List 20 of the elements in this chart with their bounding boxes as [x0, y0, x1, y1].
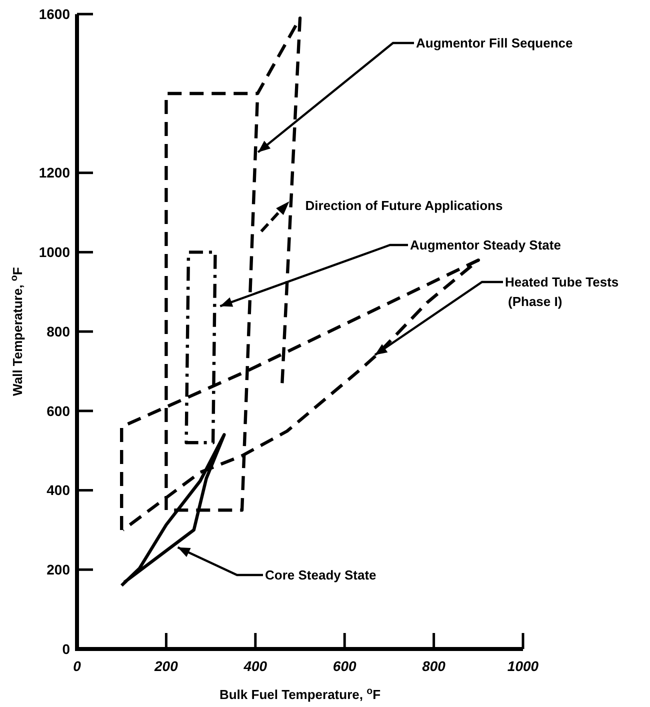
x-tick-label: 1000 [507, 658, 539, 674]
text: Augmentor Steady State [410, 238, 561, 253]
y-tick-label: 400 [46, 482, 70, 498]
annotation: Direction of Future Applications [305, 198, 503, 213]
x-axis-title: Bulk Fuel Temperature, $^{o}$F [219, 686, 381, 702]
text: Heated Tube Tests (Phase I) [505, 274, 619, 310]
x-tick-label: 400 [242, 658, 268, 674]
y-tick-label: 1000 [38, 244, 70, 260]
x-tick-label: 800 [422, 658, 446, 674]
x-tick-label: 0 [73, 658, 82, 674]
y-tick-label: 1600 [38, 6, 70, 22]
x-tick-label: 600 [332, 658, 356, 674]
text: Core Steady State [265, 568, 376, 583]
text: Augmentor Fill Sequence [416, 36, 573, 51]
y-tick-label: 1200 [38, 164, 70, 181]
x-tick-label: 200 [154, 658, 178, 674]
y-tick-label: 0 [62, 640, 70, 657]
y-tick-label: 800 [46, 323, 70, 340]
y-tick-label: 200 [46, 562, 70, 578]
y-tick-label: 600 [46, 402, 70, 419]
